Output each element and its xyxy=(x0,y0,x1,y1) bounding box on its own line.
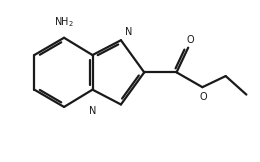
Text: NH$_2$: NH$_2$ xyxy=(54,15,74,29)
Text: N: N xyxy=(125,27,132,37)
Text: O: O xyxy=(187,35,194,45)
Text: O: O xyxy=(200,92,207,102)
Text: N: N xyxy=(89,106,96,116)
